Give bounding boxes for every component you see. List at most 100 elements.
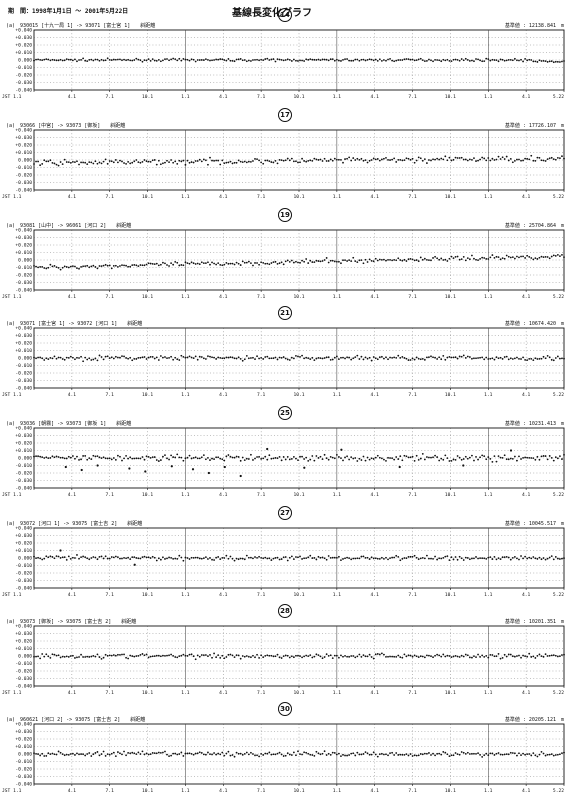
data-point xyxy=(272,357,275,360)
data-point xyxy=(458,753,461,756)
data-point xyxy=(213,59,215,61)
data-point xyxy=(217,456,220,459)
data-point xyxy=(202,753,205,756)
data-point xyxy=(407,654,410,657)
data-point xyxy=(112,161,115,164)
data-point xyxy=(503,753,506,756)
data-point xyxy=(139,557,142,560)
data-point xyxy=(141,160,144,163)
x-tick-label: 10.1 xyxy=(293,392,304,398)
data-point xyxy=(67,266,70,269)
data-point xyxy=(153,59,156,62)
data-point xyxy=(462,158,465,161)
x-tick-label: 4.1 xyxy=(371,94,380,100)
data-point xyxy=(135,557,138,559)
data-point xyxy=(454,655,457,657)
data-point xyxy=(288,458,291,461)
data-point xyxy=(61,655,64,658)
data-point xyxy=(546,256,549,258)
x-tick-label: 7.1 xyxy=(257,690,266,696)
data-point xyxy=(546,158,549,161)
data-point xyxy=(444,655,447,658)
data-point xyxy=(391,655,394,658)
x-tick-label: 7.1 xyxy=(106,294,115,300)
data-point xyxy=(292,357,295,360)
data-point xyxy=(149,655,152,658)
data-point xyxy=(329,455,332,458)
data-point xyxy=(135,159,138,161)
data-point xyxy=(477,557,479,560)
data-point xyxy=(391,357,394,359)
data-point xyxy=(188,752,191,755)
data-point xyxy=(391,59,394,62)
data-point xyxy=(74,58,76,61)
data-point xyxy=(45,267,48,270)
data-point xyxy=(100,555,103,558)
data-point xyxy=(352,59,355,62)
data-point xyxy=(237,558,240,561)
data-point xyxy=(123,556,125,559)
data-point xyxy=(92,454,95,457)
data-point xyxy=(493,754,496,756)
data-point xyxy=(59,751,62,754)
data-point xyxy=(121,160,123,163)
data-point xyxy=(520,754,522,757)
data-point xyxy=(544,455,547,457)
data-point xyxy=(554,654,557,657)
data-point xyxy=(102,358,105,361)
data-point xyxy=(153,357,156,360)
data-point xyxy=(39,58,42,61)
x-tick-label: 10.1 xyxy=(142,392,153,398)
data-point xyxy=(456,753,459,755)
data-point xyxy=(360,459,363,461)
data-point xyxy=(368,653,371,656)
data-point xyxy=(385,459,387,462)
data-point xyxy=(503,356,506,358)
data-point xyxy=(157,58,160,61)
data-point xyxy=(376,653,379,655)
data-point xyxy=(172,557,175,560)
data-point xyxy=(309,58,312,61)
data-point xyxy=(430,557,432,560)
data-point xyxy=(331,358,334,361)
data-point xyxy=(121,557,123,560)
data-point xyxy=(409,257,412,260)
data-point xyxy=(360,555,363,558)
data-point xyxy=(215,159,218,162)
data-point xyxy=(401,356,404,358)
data-point xyxy=(374,653,377,656)
x-tick-label: 5.22 xyxy=(553,194,564,200)
data-point xyxy=(280,459,283,462)
data-point xyxy=(180,264,183,266)
data-point xyxy=(509,256,512,259)
data-point xyxy=(284,556,287,558)
data-point xyxy=(172,263,175,266)
data-point xyxy=(532,60,535,63)
data-point xyxy=(520,255,522,258)
data-point xyxy=(440,157,443,160)
data-point xyxy=(440,457,443,460)
data-point xyxy=(331,456,334,459)
data-point xyxy=(305,557,308,559)
data-point xyxy=(303,458,306,460)
data-point xyxy=(198,158,201,161)
data-point xyxy=(159,459,162,461)
data-point xyxy=(366,556,369,559)
data-point xyxy=(190,261,193,264)
data-point xyxy=(401,459,404,462)
data-point xyxy=(309,159,312,162)
data-point xyxy=(88,558,91,561)
data-point xyxy=(354,58,357,61)
data-point xyxy=(153,456,156,458)
data-point xyxy=(546,557,549,560)
data-point xyxy=(563,60,565,62)
data-point xyxy=(141,264,144,267)
data-point xyxy=(448,559,451,562)
data-point xyxy=(454,156,457,159)
data-point xyxy=(532,655,535,658)
x-tick-label: 10.1 xyxy=(445,592,456,598)
data-point xyxy=(80,653,82,656)
data-point xyxy=(317,260,320,262)
data-point xyxy=(460,654,463,657)
data-point xyxy=(33,59,35,62)
